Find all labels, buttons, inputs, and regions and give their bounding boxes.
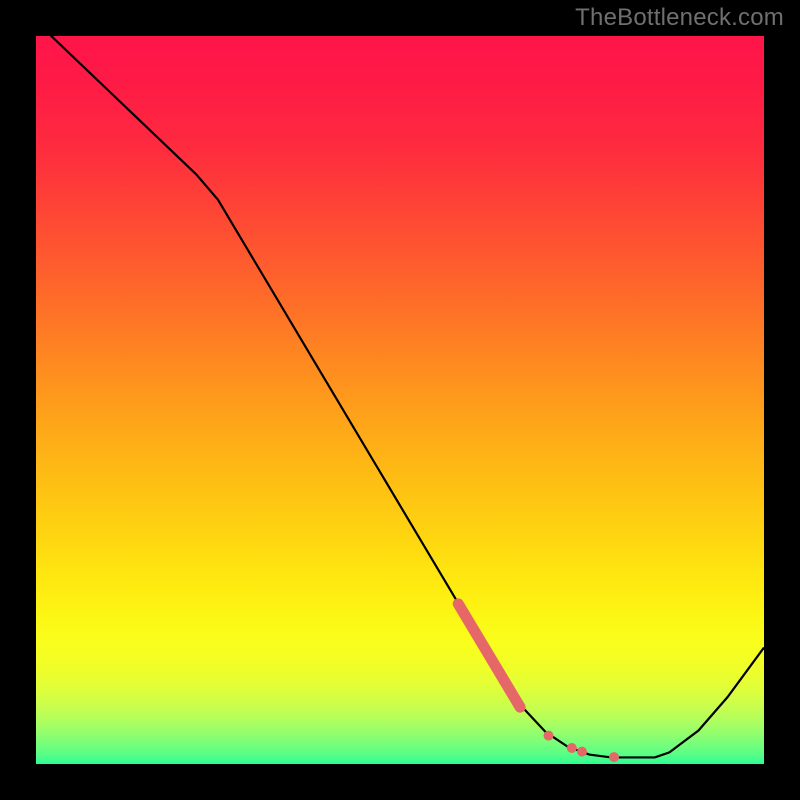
marker-dot xyxy=(577,747,587,757)
chart-container: TheBottleneck.com xyxy=(0,0,800,800)
marker-thick-segment xyxy=(458,604,520,707)
marker-dots-group xyxy=(544,731,620,762)
marker-dot xyxy=(609,752,619,762)
watermark-text: TheBottleneck.com xyxy=(575,4,784,32)
plot-area xyxy=(36,36,764,764)
marker-dot xyxy=(544,731,554,741)
marker-layer xyxy=(36,36,764,764)
marker-dot xyxy=(567,743,577,753)
